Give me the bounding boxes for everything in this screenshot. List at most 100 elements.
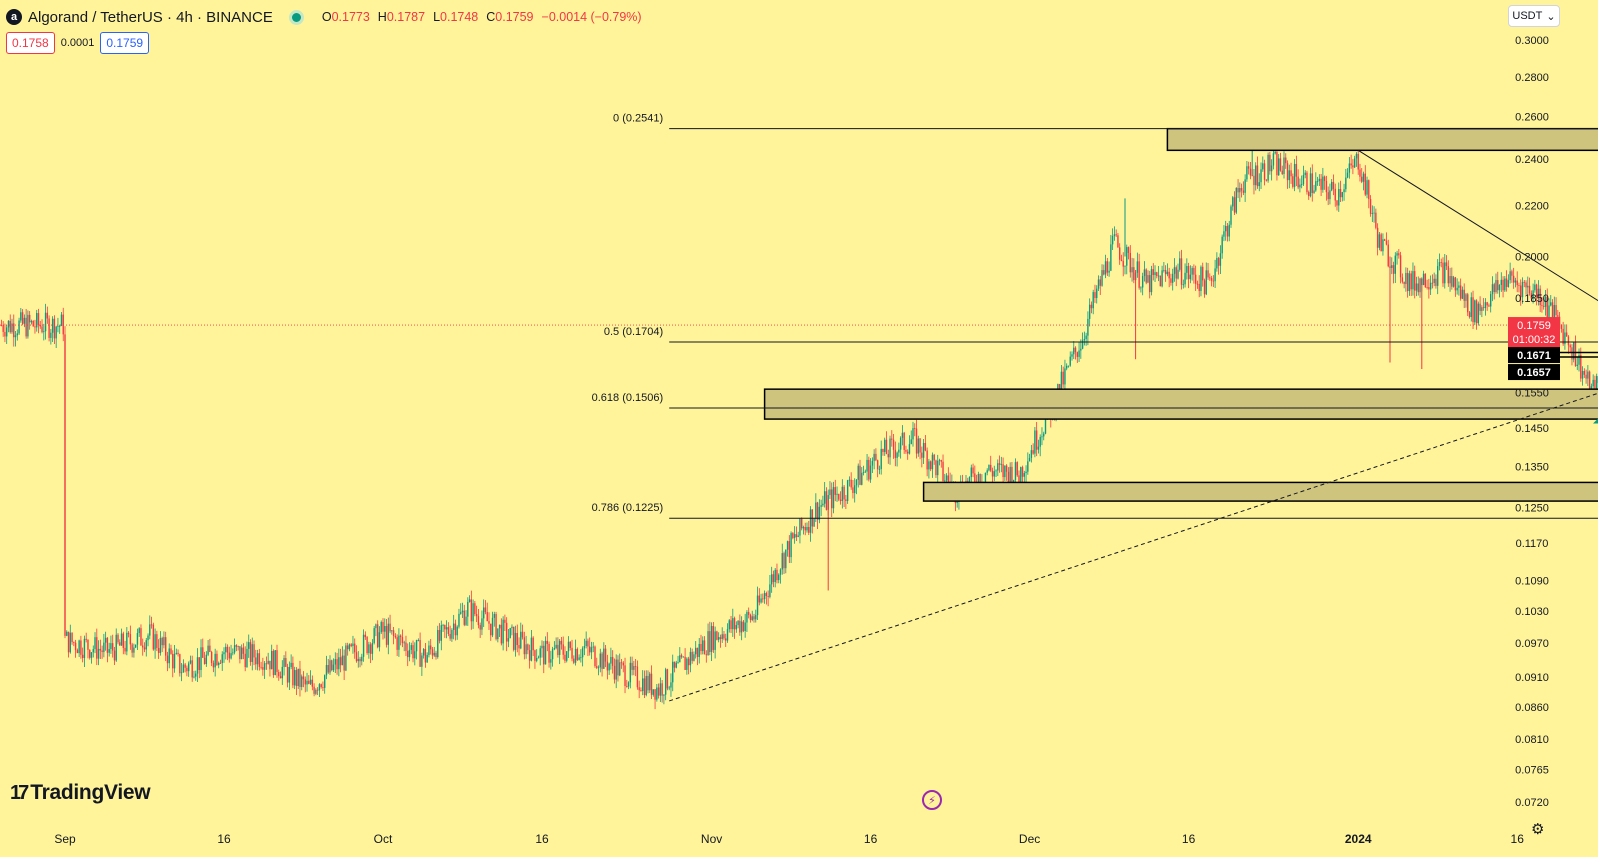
candle-body xyxy=(995,470,997,472)
candle-body xyxy=(235,645,238,647)
candle-body xyxy=(928,461,930,470)
price-tick-label: 0.2800 xyxy=(1515,72,1549,84)
candle-body xyxy=(926,450,928,470)
candle-body xyxy=(1583,370,1586,375)
candle-body xyxy=(716,631,718,640)
candle-body xyxy=(1576,364,1578,366)
candle-body xyxy=(507,638,510,642)
candle-body xyxy=(765,593,768,597)
candle-body xyxy=(1240,188,1243,191)
candle-body xyxy=(444,625,446,630)
candle-body xyxy=(1000,464,1003,466)
tradingview-mark-icon: 17 xyxy=(10,781,29,804)
candle-body xyxy=(248,642,250,649)
candle-body xyxy=(129,634,132,645)
candle-body xyxy=(50,332,52,338)
candle-body xyxy=(1256,165,1259,187)
candle-body xyxy=(1122,260,1124,267)
candle-body xyxy=(1228,224,1230,237)
candle-body xyxy=(320,684,322,688)
candle-body xyxy=(1141,276,1144,288)
candle-body xyxy=(1156,272,1158,277)
candle-body xyxy=(1459,285,1462,299)
candle-body xyxy=(922,443,925,458)
price-tick-label: 0.0970 xyxy=(1515,638,1549,650)
candle-body xyxy=(1502,279,1504,291)
candle-body xyxy=(269,660,271,670)
candle-body xyxy=(691,651,693,661)
candle-body xyxy=(553,648,556,650)
candle-body xyxy=(401,637,404,644)
candle-body xyxy=(474,603,476,615)
candle-body xyxy=(633,666,635,670)
candle-body xyxy=(391,630,393,632)
candle-body xyxy=(622,662,624,666)
candle-body xyxy=(373,628,375,644)
candle-body xyxy=(1341,192,1343,198)
time-tick-label: Oct xyxy=(374,832,393,846)
algorand-coin-icon: a xyxy=(6,9,22,25)
candle-body xyxy=(433,652,435,656)
candle-body xyxy=(25,317,27,337)
candle-body xyxy=(921,452,923,458)
candle-body xyxy=(885,439,888,454)
candle-body xyxy=(1438,262,1441,267)
candle-body xyxy=(165,637,167,656)
candle-body xyxy=(1225,225,1227,232)
candle-body xyxy=(1207,270,1209,278)
candle-body xyxy=(664,669,667,695)
candle-body xyxy=(0,325,3,326)
candle-body xyxy=(207,645,209,655)
candle-body xyxy=(230,653,232,659)
candle-body xyxy=(566,651,568,661)
currency-select[interactable]: USDT ⌄ xyxy=(1508,5,1560,27)
candle-body xyxy=(790,533,792,558)
symbol-title[interactable]: Algorand / TetherUS · 4h · BINANCE xyxy=(28,8,273,26)
bolt-icon[interactable]: ⚡ xyxy=(922,790,942,810)
candle-body xyxy=(1588,371,1591,396)
candle-body xyxy=(707,631,709,656)
level-badge xyxy=(1508,347,1560,364)
candle-body xyxy=(638,687,640,691)
candle-body xyxy=(1553,305,1555,324)
candle-body xyxy=(1541,305,1543,306)
candle-body xyxy=(226,646,229,653)
candle-body xyxy=(276,650,278,672)
candle-body xyxy=(1062,371,1064,385)
candle-body xyxy=(1373,212,1375,214)
candle-body xyxy=(661,683,663,696)
candle-body xyxy=(905,449,907,452)
candle-body xyxy=(677,662,679,664)
candle-body xyxy=(626,686,628,687)
supply-demand-zone xyxy=(763,388,1598,420)
candle-body xyxy=(749,614,752,620)
candle-body xyxy=(18,320,20,334)
candle-body xyxy=(1364,173,1366,195)
candle-body xyxy=(1290,170,1292,177)
buy-price-button[interactable]: 0.1759 xyxy=(100,32,150,54)
candle-body xyxy=(813,518,815,527)
candle-body xyxy=(1585,374,1587,379)
tradingview-logo[interactable]: 17 TradingView xyxy=(10,781,151,805)
sell-price-button[interactable]: 0.1758 xyxy=(6,32,55,54)
candle-body xyxy=(1391,265,1393,268)
candle-body xyxy=(1403,281,1405,285)
candle-body xyxy=(666,669,669,689)
candle-body xyxy=(809,509,812,533)
candle-body xyxy=(1032,450,1034,454)
candle-body xyxy=(1196,283,1199,285)
candle-body xyxy=(525,644,527,655)
candle-body xyxy=(375,624,377,629)
gear-icon[interactable]: ⚙ xyxy=(1531,821,1545,838)
candle-body xyxy=(1484,302,1487,309)
candle-body xyxy=(1428,287,1430,290)
candle-body xyxy=(1493,284,1495,293)
candle-body xyxy=(242,647,245,654)
candle-body xyxy=(1338,188,1340,206)
current-price-label: 0.1759 xyxy=(1517,320,1551,332)
candle-body xyxy=(705,654,707,656)
candle-body xyxy=(785,549,787,569)
candle-body xyxy=(873,453,875,461)
descending-trendline xyxy=(1357,149,1598,302)
